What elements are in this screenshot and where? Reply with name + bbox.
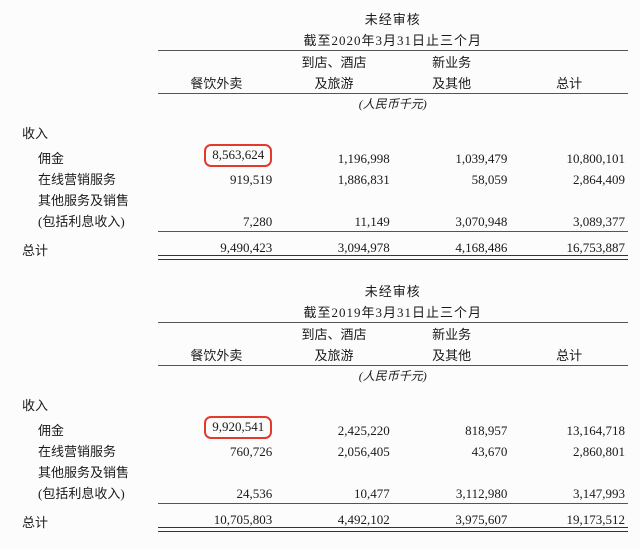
unit-label: (人民币千元) bbox=[158, 366, 628, 387]
table-row: 在线营销服务 760,726 2,056,405 43,670 2,860,80… bbox=[12, 440, 628, 461]
col-header-c4: 总计 bbox=[510, 344, 628, 366]
row-label: 在线营销服务 bbox=[12, 168, 158, 189]
col-header-c2-line2: 及旅游 bbox=[275, 344, 393, 366]
total-c1: 9,490,423 bbox=[158, 239, 276, 260]
col-header-c4b: 总计 bbox=[510, 72, 628, 94]
cell-c2: 1,886,831 bbox=[275, 168, 393, 189]
row-label: 其他服务及销售 bbox=[12, 189, 158, 210]
cell-c4: 2,860,801 bbox=[510, 440, 628, 461]
total-c4: 16,753,887 bbox=[510, 239, 628, 260]
cell-c1: 24,536 bbox=[158, 482, 276, 503]
col-header-c3-line2: 及其他 bbox=[393, 344, 511, 366]
table-superheader-2: 截至2020年3月31日止三个月 bbox=[304, 30, 483, 49]
cell-c2: 2,425,220 bbox=[275, 415, 393, 440]
row-label: 其他服务及销售 bbox=[12, 461, 158, 482]
highlighted-value: 9,920,541 bbox=[204, 416, 272, 439]
table-superheader-1: 未经审核 bbox=[365, 281, 421, 300]
cell-c4: 2,864,409 bbox=[510, 168, 628, 189]
cell-c2: 2,056,405 bbox=[275, 440, 393, 461]
table-row: 其他服务及销售 bbox=[12, 189, 628, 210]
table-row: 其他服务及销售 bbox=[12, 461, 628, 482]
row-label: 佣金 bbox=[12, 415, 158, 440]
table-superheader-1: 未经审核 bbox=[365, 9, 421, 28]
cell-c2: 1,196,998 bbox=[275, 143, 393, 168]
total-c2: 3,094,978 bbox=[275, 239, 393, 260]
table-superheader-2: 截至2019年3月31日止三个月 bbox=[304, 302, 483, 321]
col-header-c2-line1: 到店、酒店 bbox=[275, 323, 393, 345]
cell-c3: 3,112,980 bbox=[393, 482, 511, 503]
cell-c1: 8,563,624 bbox=[158, 143, 276, 168]
col-header-c1 bbox=[158, 51, 276, 73]
highlighted-value: 8,563,624 bbox=[204, 144, 272, 167]
col-header-c3-line2: 及其他 bbox=[393, 72, 511, 94]
cell-c2: 11,149 bbox=[275, 210, 393, 231]
col-header-c2-line1: 到店、酒店 bbox=[275, 51, 393, 73]
col-header-c1b: 餐饮外卖 bbox=[158, 72, 276, 94]
cell-c2: 10,477 bbox=[275, 482, 393, 503]
cell-c1: 7,280 bbox=[158, 210, 276, 231]
table-row: 在线营销服务 919,519 1,886,831 58,059 2,864,40… bbox=[12, 168, 628, 189]
total-c4: 19,173,512 bbox=[510, 511, 628, 532]
col-header-c1: 餐饮外卖 bbox=[158, 344, 276, 366]
cell-c3: 3,070,948 bbox=[393, 210, 511, 231]
cell-c4: 3,147,993 bbox=[510, 482, 628, 503]
col-header-c3-line1: 新业务 bbox=[393, 51, 511, 73]
col-header-c2-line2: 及旅游 bbox=[275, 72, 393, 94]
section-label: 收入 bbox=[12, 122, 158, 143]
row-note: (包括利息收入) bbox=[12, 210, 158, 231]
section-label: 收入 bbox=[12, 394, 158, 415]
unit-label: (人民币千元) bbox=[158, 94, 628, 115]
cell-c1: 919,519 bbox=[158, 168, 276, 189]
cell-c1: 760,726 bbox=[158, 440, 276, 461]
total-c1: 10,705,803 bbox=[158, 511, 276, 532]
row-label: 在线营销服务 bbox=[12, 440, 158, 461]
table-row: 佣金 9,920,541 2,425,220 818,957 13,164,71… bbox=[12, 415, 628, 440]
cell-c1: 9,920,541 bbox=[158, 415, 276, 440]
table-row: 佣金 8,563,624 1,196,998 1,039,479 10,800,… bbox=[12, 143, 628, 168]
cell-c3: 1,039,479 bbox=[393, 143, 511, 168]
total-c3: 3,975,607 bbox=[393, 511, 511, 532]
cell-c4: 3,089,377 bbox=[510, 210, 628, 231]
cell-c4: 10,800,101 bbox=[510, 143, 628, 168]
total-c3: 4,168,486 bbox=[393, 239, 511, 260]
total-label: 总计 bbox=[12, 239, 158, 260]
table-row: (包括利息收入) 7,280 11,149 3,070,948 3,089,37… bbox=[12, 210, 628, 231]
cell-c3: 818,957 bbox=[393, 415, 511, 440]
col-header-c4 bbox=[510, 51, 628, 73]
row-note: (包括利息收入) bbox=[12, 482, 158, 503]
cell-c3: 43,670 bbox=[393, 440, 511, 461]
total-label: 总计 bbox=[12, 511, 158, 532]
table-row: (包括利息收入) 24,536 10,477 3,112,980 3,147,9… bbox=[12, 482, 628, 503]
cell-c4: 13,164,718 bbox=[510, 415, 628, 440]
cell-c3: 58,059 bbox=[393, 168, 511, 189]
total-row: 总计 10,705,803 4,492,102 3,975,607 19,173… bbox=[12, 511, 628, 532]
total-row: 总计 9,490,423 3,094,978 4,168,486 16,753,… bbox=[12, 239, 628, 260]
col-header-c3-line1: 新业务 bbox=[393, 323, 511, 345]
total-c2: 4,492,102 bbox=[275, 511, 393, 532]
financial-table-2020: 未经审核 截至2020年3月31日止三个月 到店、酒店 新业务 餐饮外卖 及旅游… bbox=[12, 8, 628, 532]
row-label: 佣金 bbox=[12, 143, 158, 168]
